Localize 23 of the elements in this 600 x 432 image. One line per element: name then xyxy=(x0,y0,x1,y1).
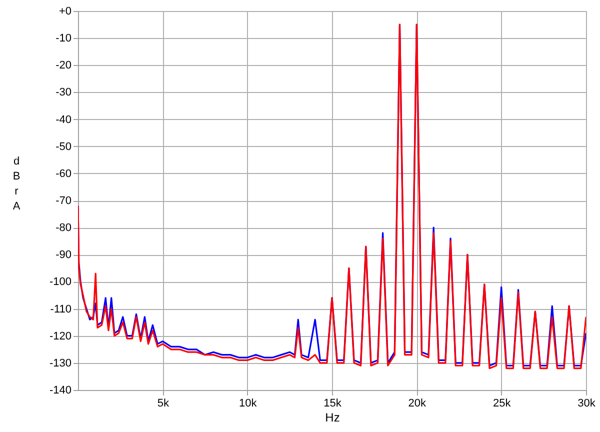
x-tick-label: 15k xyxy=(324,398,342,410)
y-tick-label: -50 xyxy=(56,140,72,153)
y-tick-label: -10 xyxy=(56,32,72,45)
y-tick-label: -20 xyxy=(56,60,72,72)
y-tick-label: -90 xyxy=(56,249,72,262)
y-tick-label: -40 xyxy=(56,114,72,126)
x-tick-label: 5k xyxy=(157,398,170,410)
y-tick-label: -80 xyxy=(56,222,72,234)
x-axis-title: Hz xyxy=(325,410,340,424)
y-tick-label: +0 xyxy=(58,6,72,18)
x-tick-label: 10k xyxy=(238,398,258,410)
y-tick-label: -140 xyxy=(49,384,72,396)
x-tick-label: 25k xyxy=(492,398,512,410)
y-tick-label: -60 xyxy=(56,168,72,180)
y-tick-label: -70 xyxy=(56,195,72,207)
y-tick-label: -30 xyxy=(56,86,72,99)
x-tick-label: 30k xyxy=(578,398,596,410)
y-tick-label: -120 xyxy=(49,330,72,342)
y-tick-label: -110 xyxy=(50,303,72,316)
y-tick-label: -130 xyxy=(49,357,72,370)
x-tick-label: 20k xyxy=(408,398,427,410)
y-axis-title: dBr A xyxy=(12,156,21,212)
y-tick-label: -100 xyxy=(49,276,72,288)
